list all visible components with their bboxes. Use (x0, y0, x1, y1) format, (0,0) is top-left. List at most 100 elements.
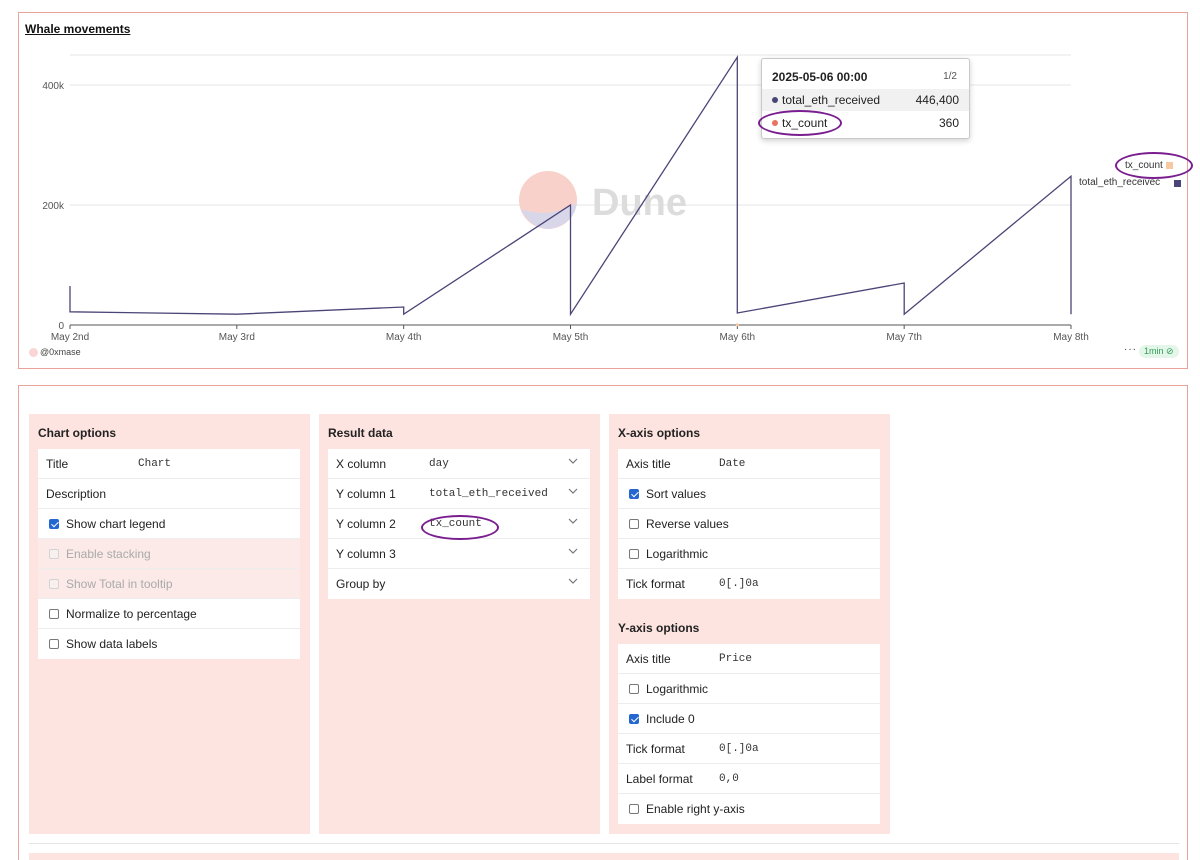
select-label: Y column 2 (336, 517, 396, 531)
chart-title[interactable]: Whale movements (25, 22, 131, 36)
y-axis-title-input[interactable]: Price (719, 653, 753, 665)
checkbox-label: Show data labels (66, 637, 158, 651)
y-log-row[interactable]: Logarithmic (618, 674, 880, 704)
more-options-icon[interactable]: ··· (1124, 344, 1137, 355)
group-by-select[interactable]: Group by (328, 569, 590, 599)
axis-options-column: X-axis options Axis title Date Sort valu… (609, 414, 890, 834)
data-labels-row[interactable]: Show data labels (38, 629, 300, 659)
x-tick-label: May 2nd (51, 332, 89, 343)
series-layer (69, 55, 1072, 327)
select-value: total_eth_received (429, 488, 548, 500)
x-tick-format-input[interactable]: 0[.]0a (719, 578, 759, 590)
x-tick-label: May 3rd (219, 332, 255, 343)
sort-values-row[interactable]: Sort values (618, 479, 880, 509)
show-total-checkbox (49, 579, 59, 589)
x-tick-label: May 6th (720, 332, 756, 343)
x-log-row[interactable]: Logarithmic (618, 539, 880, 569)
normalize-checkbox[interactable] (49, 609, 59, 619)
tooltip-series-value: 360 (938, 116, 959, 130)
tooltip-row-tx-count: tx_count 360 (762, 112, 969, 134)
title-input[interactable]: Chart (138, 458, 172, 470)
tooltip-series-name: tx_count (782, 116, 828, 130)
y-column-2-select[interactable]: Y column 2 tx_count (328, 509, 590, 539)
avatar (29, 348, 38, 358)
normalize-row[interactable]: Normalize to percentage (38, 599, 300, 629)
checkbox-label: Enable stacking (66, 547, 151, 561)
data-labels-checkbox[interactable] (49, 639, 59, 649)
y-column-3-select[interactable]: Y column 3 (328, 539, 590, 569)
checkbox-label: Include 0 (646, 712, 695, 726)
x-axis-title-input[interactable]: Date (719, 458, 746, 470)
refresh-badge[interactable]: 1min ⊘ (1139, 345, 1179, 358)
enable-stacking-row: Enable stacking (38, 539, 300, 569)
y-tick-label: 0 (58, 321, 64, 332)
checkbox-label: Show chart legend (66, 517, 166, 531)
tooltip-series-value: 446,400 (915, 93, 959, 107)
author-credit[interactable]: @0xmase (29, 347, 81, 358)
tooltip-row-total-eth: total_eth_received 446,400 (762, 89, 969, 111)
legend-swatch-icon (1174, 180, 1181, 187)
next-section-strip (29, 853, 1179, 860)
tick-format-label: Tick format (626, 742, 685, 756)
chart-card: Whale movements Dune 0 200k 400k May 2nd Ma… (18, 12, 1193, 369)
select-label: Group by (336, 577, 386, 591)
select-value: tx_count (429, 518, 482, 530)
select-value: day (429, 458, 449, 470)
description-row[interactable]: Description (38, 479, 300, 509)
x-tick-label: May 4th (386, 332, 422, 343)
label-format-input[interactable]: 0,0 (719, 773, 739, 785)
tooltip-page-indicator[interactable]: 1/2 (943, 71, 957, 82)
y-log-checkbox[interactable] (629, 684, 639, 694)
series-point-tx-count[interactable] (735, 323, 739, 327)
reverse-values-row[interactable]: Reverse values (618, 509, 880, 539)
dune-watermark: Dune (519, 171, 687, 229)
include-zero-row[interactable]: Include 0 (618, 704, 880, 734)
checkbox-label: Logarithmic (646, 682, 709, 696)
checkbox-label: Show Total in tooltip (66, 577, 173, 591)
chart-tooltip: 2025-05-06 00:00 1/2 total_eth_received … (761, 58, 970, 139)
result-data-title: Result data (328, 426, 393, 440)
x-tick-format-row: Tick format 0[.]0a (618, 569, 880, 599)
legend-swatch-icon (1165, 161, 1173, 169)
title-label: Title (46, 457, 69, 471)
y-axis-title-row: Axis title Price (618, 644, 880, 674)
x-log-checkbox[interactable] (629, 549, 639, 559)
result-data-column: Result data X column day Y column 1 tota… (319, 414, 600, 834)
series-line-total-eth-received[interactable] (69, 55, 1072, 317)
show-legend-checkbox[interactable] (49, 519, 59, 529)
series-dot-icon (772, 97, 778, 103)
x-axis-options-title: X-axis options (618, 426, 701, 440)
tooltip-date: 2025-05-06 00:00 (772, 70, 868, 84)
right-y-axis-checkbox[interactable] (629, 804, 639, 814)
label-format-label: Label format (626, 772, 693, 786)
chart-options-column: Chart options Title Chart Description Sh… (29, 414, 310, 834)
y-axis-options-title: Y-axis options (618, 621, 700, 635)
x-axis-rows: Axis title Date Sort values Reverse valu… (618, 449, 880, 599)
checkbox-label: Reverse values (646, 517, 729, 531)
tooltip-series-name: total_eth_received (782, 93, 881, 107)
select-label: X column (336, 457, 387, 471)
include-zero-checkbox[interactable] (629, 714, 639, 724)
chevron-down-icon (568, 548, 578, 554)
divider (29, 843, 1179, 844)
dune-wordmark: Dune (592, 182, 687, 224)
x-tick-label: May 5th (553, 332, 589, 343)
tick-format-label: Tick format (626, 577, 685, 591)
x-column-select[interactable]: X column day (328, 449, 590, 479)
show-legend-row[interactable]: Show chart legend (38, 509, 300, 539)
legend-label: total_eth_receivec (1079, 177, 1161, 188)
chevron-down-icon (568, 518, 578, 524)
reverse-values-checkbox[interactable] (629, 519, 639, 529)
sort-values-checkbox[interactable] (629, 489, 639, 499)
checkbox-label: Normalize to percentage (66, 607, 197, 621)
legend-item-total-eth-received[interactable]: total_eth_receivec (1079, 177, 1182, 188)
right-y-axis-row[interactable]: Enable right y-axis (618, 794, 880, 824)
checkbox-label: Enable right y-axis (646, 802, 745, 816)
axis-title-label: Axis title (626, 457, 671, 471)
y-column-1-select[interactable]: Y column 1 total_eth_received (328, 479, 590, 509)
y-tick-label: 400k (42, 81, 65, 92)
legend-item-tx-count[interactable]: tx_count (1125, 160, 1173, 171)
x-axis-title-row: Axis title Date (618, 449, 880, 479)
y-tick-format-input[interactable]: 0[.]0a (719, 743, 759, 755)
